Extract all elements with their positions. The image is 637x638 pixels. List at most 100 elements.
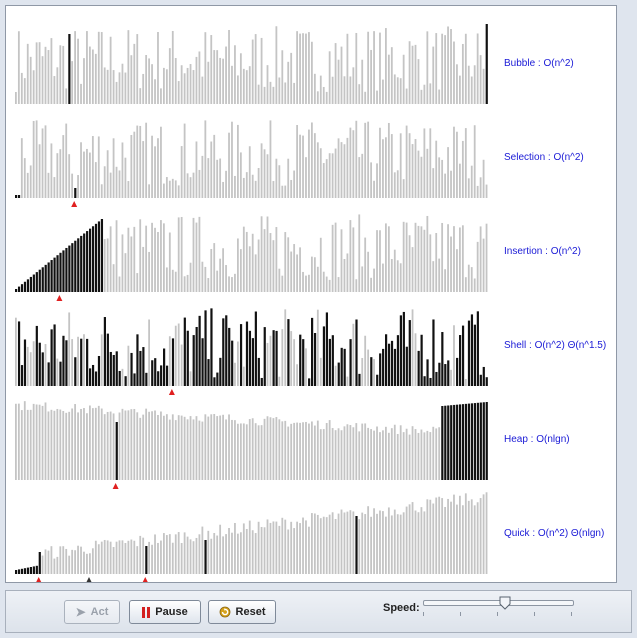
speed-slider-thumb[interactable] xyxy=(499,596,511,610)
array-bar xyxy=(50,409,53,480)
array-bar xyxy=(444,364,447,386)
array-bar xyxy=(313,513,316,574)
array-bar xyxy=(408,504,411,574)
pointer-marker xyxy=(168,389,175,395)
pause-button-label: Pause xyxy=(155,606,188,618)
array-bar xyxy=(346,33,349,104)
array-bar xyxy=(142,414,145,480)
array-bar xyxy=(263,327,266,386)
array-bar xyxy=(145,408,148,480)
array-bar xyxy=(325,159,328,198)
array-bar xyxy=(453,226,455,292)
array-bar xyxy=(139,219,142,292)
act-button[interactable]: ➤ Act xyxy=(64,600,120,624)
array-bar xyxy=(56,153,59,198)
array-bar xyxy=(266,154,269,198)
array-bar xyxy=(420,334,423,386)
array-bar xyxy=(80,408,82,480)
array-bar xyxy=(228,132,230,198)
array-bar xyxy=(260,377,263,386)
array-bar xyxy=(121,408,124,480)
array-bar xyxy=(112,413,115,480)
array-bar xyxy=(32,274,35,292)
array-bar xyxy=(296,31,298,104)
array-bar xyxy=(370,162,372,198)
array-bar xyxy=(109,172,112,198)
array-bar xyxy=(186,419,189,480)
array-bar xyxy=(168,48,171,104)
array-bar xyxy=(225,419,227,480)
array-bar xyxy=(382,139,384,198)
array-bar xyxy=(387,343,391,386)
array-bar xyxy=(15,317,17,386)
array-bar xyxy=(470,76,473,104)
array-bar xyxy=(473,278,476,292)
array-bar xyxy=(423,511,426,574)
array-bar xyxy=(100,32,103,104)
array-bar xyxy=(53,324,56,386)
array-bar xyxy=(139,350,142,386)
array-bar xyxy=(379,230,381,292)
array-bar xyxy=(35,565,38,574)
act-button-label: Act xyxy=(90,606,109,618)
array-bar xyxy=(38,42,41,104)
array-bar xyxy=(482,68,485,104)
algorithm-label: Heap : O(nlgn) xyxy=(504,434,570,445)
array-bar xyxy=(44,46,47,104)
array-bar xyxy=(382,79,384,104)
array-bar xyxy=(402,179,405,198)
array-bar xyxy=(80,338,83,386)
array-bar xyxy=(124,72,127,104)
array-bar xyxy=(56,255,59,292)
array-bar xyxy=(222,318,225,386)
array-bar xyxy=(435,371,438,386)
array-bar xyxy=(80,546,82,574)
array-bar xyxy=(343,144,346,198)
array-bar xyxy=(278,525,281,574)
array-bar xyxy=(133,540,136,574)
pointer-marker xyxy=(35,577,42,583)
array-bar xyxy=(245,529,248,574)
array-bar xyxy=(41,128,44,198)
array-bar xyxy=(91,136,94,198)
array-bar xyxy=(287,426,290,480)
array-bar xyxy=(59,546,62,574)
array-bar xyxy=(29,276,32,292)
array-bar xyxy=(453,41,455,104)
speed-slider-track[interactable] xyxy=(423,600,574,606)
array-bar xyxy=(216,159,219,198)
array-bar xyxy=(251,530,254,574)
array-bar xyxy=(100,541,103,574)
array-bar xyxy=(35,325,38,386)
array-bar xyxy=(103,414,106,480)
array-bar xyxy=(429,499,432,574)
array-bar xyxy=(364,423,367,480)
array-bar xyxy=(248,66,251,104)
array-bar xyxy=(438,496,441,574)
array-bar xyxy=(450,29,452,104)
array-bar xyxy=(80,83,82,104)
array-bar xyxy=(316,514,319,574)
array-bar xyxy=(231,65,233,104)
array-bar xyxy=(186,67,189,104)
array-bar xyxy=(461,404,465,480)
pause-button[interactable]: Pause xyxy=(129,600,201,624)
array-bar xyxy=(396,260,399,292)
array-bar xyxy=(15,195,18,198)
array-bar xyxy=(370,516,372,574)
array-bar xyxy=(429,432,432,480)
array-bar xyxy=(420,156,423,198)
array-bar xyxy=(311,421,313,480)
reset-button[interactable]: Reset xyxy=(208,600,276,624)
array-bar xyxy=(100,184,103,198)
array-bar xyxy=(467,264,470,292)
array-bar xyxy=(124,157,127,198)
array-bar xyxy=(38,552,41,574)
array-bar xyxy=(393,249,396,292)
array-bar xyxy=(219,258,222,292)
array-bar xyxy=(145,546,148,574)
array-bar xyxy=(447,147,449,198)
pointer-marker xyxy=(112,483,119,489)
array-bar xyxy=(459,75,461,104)
